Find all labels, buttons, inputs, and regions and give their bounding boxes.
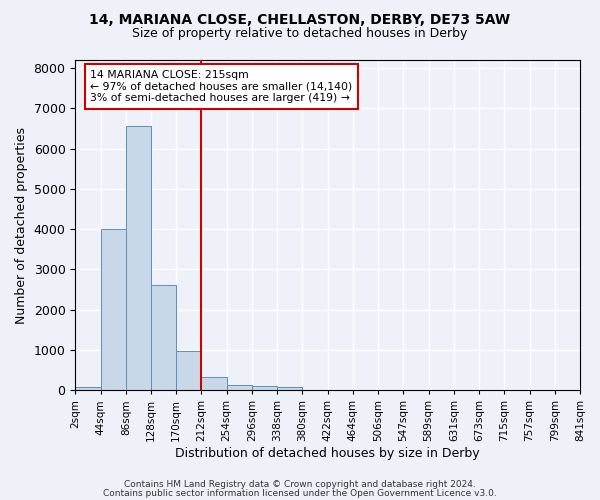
- Bar: [101, 229, 126, 390]
- X-axis label: Distribution of detached houses by size in Derby: Distribution of detached houses by size …: [175, 447, 480, 460]
- Text: Size of property relative to detached houses in Derby: Size of property relative to detached ho…: [133, 28, 467, 40]
- Bar: [151, 285, 176, 391]
- Bar: [126, 126, 151, 390]
- Bar: [252, 386, 277, 390]
- Bar: [277, 386, 302, 390]
- Text: Contains HM Land Registry data © Crown copyright and database right 2024.: Contains HM Land Registry data © Crown c…: [124, 480, 476, 489]
- Bar: [75, 388, 101, 390]
- Bar: [227, 386, 252, 390]
- Bar: [176, 351, 202, 391]
- Bar: [202, 378, 227, 390]
- Y-axis label: Number of detached properties: Number of detached properties: [15, 126, 28, 324]
- Text: Contains public sector information licensed under the Open Government Licence v3: Contains public sector information licen…: [103, 489, 497, 498]
- Text: 14, MARIANA CLOSE, CHELLASTON, DERBY, DE73 5AW: 14, MARIANA CLOSE, CHELLASTON, DERBY, DE…: [89, 12, 511, 26]
- Text: 14 MARIANA CLOSE: 215sqm
← 97% of detached houses are smaller (14,140)
3% of sem: 14 MARIANA CLOSE: 215sqm ← 97% of detach…: [91, 70, 353, 103]
